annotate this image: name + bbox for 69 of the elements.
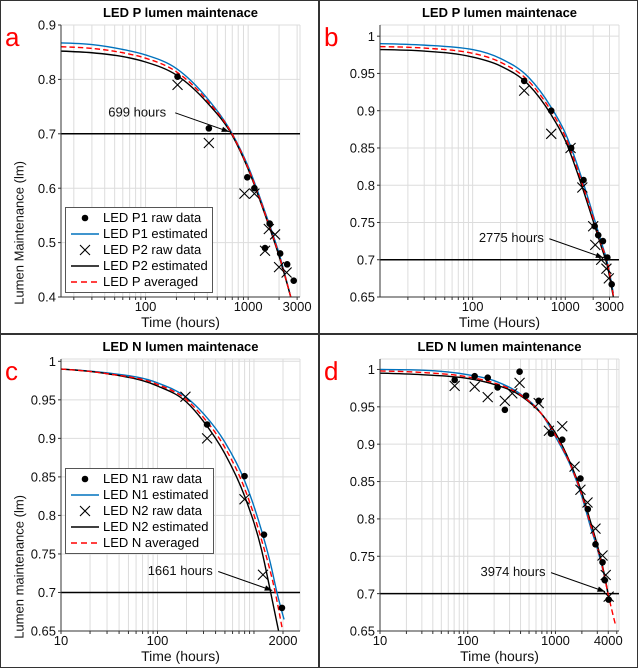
legend-label: LED P2 estimated (103, 258, 208, 274)
x-tick-label: 100 (134, 299, 156, 314)
legend-label: LED N1 estimated (103, 487, 208, 503)
y-tick-label: 0.8 (356, 178, 375, 193)
y-tick-label: 0.95 (350, 399, 375, 414)
y-tick-label: 1 (48, 354, 56, 369)
y-tick-label: 0.7 (356, 252, 375, 268)
legend-label: LED P averaged (103, 274, 198, 290)
y-tick-label: 0.85 (350, 140, 375, 156)
y-tick-label: 1 (368, 28, 375, 44)
y-tick-label: 0.65 (30, 624, 56, 639)
x-axis-title: Time (hours) (141, 314, 220, 330)
x-tick-label: 2000 (268, 633, 298, 648)
x-tick-label: 1000 (550, 299, 580, 314)
text: b (324, 22, 338, 52)
legend-label: LED N1 raw data (103, 471, 202, 487)
y-tick-label: 0.9 (38, 430, 56, 446)
x-tick-label: 100 (456, 633, 479, 648)
y-tick-label: 0.4 (38, 290, 56, 305)
x-tick-label: 100 (462, 299, 484, 314)
annotation: 699 hours (108, 104, 167, 120)
legend-label: LED P2 raw data (103, 242, 202, 258)
y-tick-label: 0.65 (350, 624, 375, 639)
y-tick-label: 0.7 (356, 586, 375, 602)
y-tick-label: 0.7 (38, 585, 56, 600)
x-tick-label: 3000 (282, 299, 312, 314)
x-axis-title: Time (Hours) (458, 314, 540, 330)
annotation: 1661 hours (148, 562, 214, 578)
chart-title: LED N lumen maintenace (101, 339, 260, 354)
y-tick-label: 0.9 (38, 18, 56, 33)
y-tick-label: 0.6 (38, 180, 56, 196)
x-tick-label: 1000 (234, 299, 263, 314)
x-tick-label: 100 (146, 633, 168, 648)
chart-title: LED P lumen maintenace (102, 5, 260, 20)
annotation: 2775 hours (478, 230, 544, 246)
y-tick-label: 0.75 (350, 548, 375, 564)
y-tick-label: 0.75 (350, 215, 375, 230)
chart-title: LED N lumen maintenance (416, 339, 582, 354)
y-tick-label: 0.9 (356, 103, 375, 118)
legend-label: LED P1 raw data (103, 210, 202, 226)
y-tick-label: 0.75 (30, 546, 56, 562)
y-tick-label: 0.65 (350, 290, 375, 305)
text: d (324, 356, 338, 386)
y-tick-label: 0.5 (38, 235, 56, 250)
legend-label: LED N2 raw data (103, 503, 202, 519)
x-tick-label: 3000 (595, 299, 624, 314)
y-tick-label: 1 (368, 362, 375, 378)
x-axis-title: Time (hours) (141, 648, 220, 664)
text: a (5, 22, 20, 52)
annotation: 3974 hours (480, 564, 546, 580)
legend-label: LED P1 estimated (103, 226, 208, 242)
x-tick-label: 1000 (541, 633, 570, 648)
y-tick-label: 0.9 (356, 436, 375, 452)
y-axis-title: Lumen maintenance (lm) (12, 495, 27, 639)
x-axis-title: Time (hours) (460, 648, 539, 664)
legend-label: LED N averaged (103, 535, 200, 551)
y-tick-label: 0.85 (30, 470, 56, 485)
y-tick-label: 0.7 (38, 126, 56, 142)
y-tick-label: 0.95 (350, 66, 375, 82)
legend-label: LED N2 estimated (103, 519, 208, 535)
y-tick-label: 0.85 (350, 474, 375, 490)
y-tick-label: 0.95 (30, 392, 56, 408)
chart-title: LED P lumen maintenace (420, 5, 578, 20)
text: c (5, 356, 18, 386)
y-tick-label: 0.8 (38, 72, 56, 88)
y-tick-label: 0.8 (38, 508, 56, 524)
y-axis-title: Lumen Maintenance (lm) (12, 161, 27, 305)
x-tick-label: 4000 (594, 633, 623, 648)
y-tick-label: 0.8 (356, 512, 375, 527)
